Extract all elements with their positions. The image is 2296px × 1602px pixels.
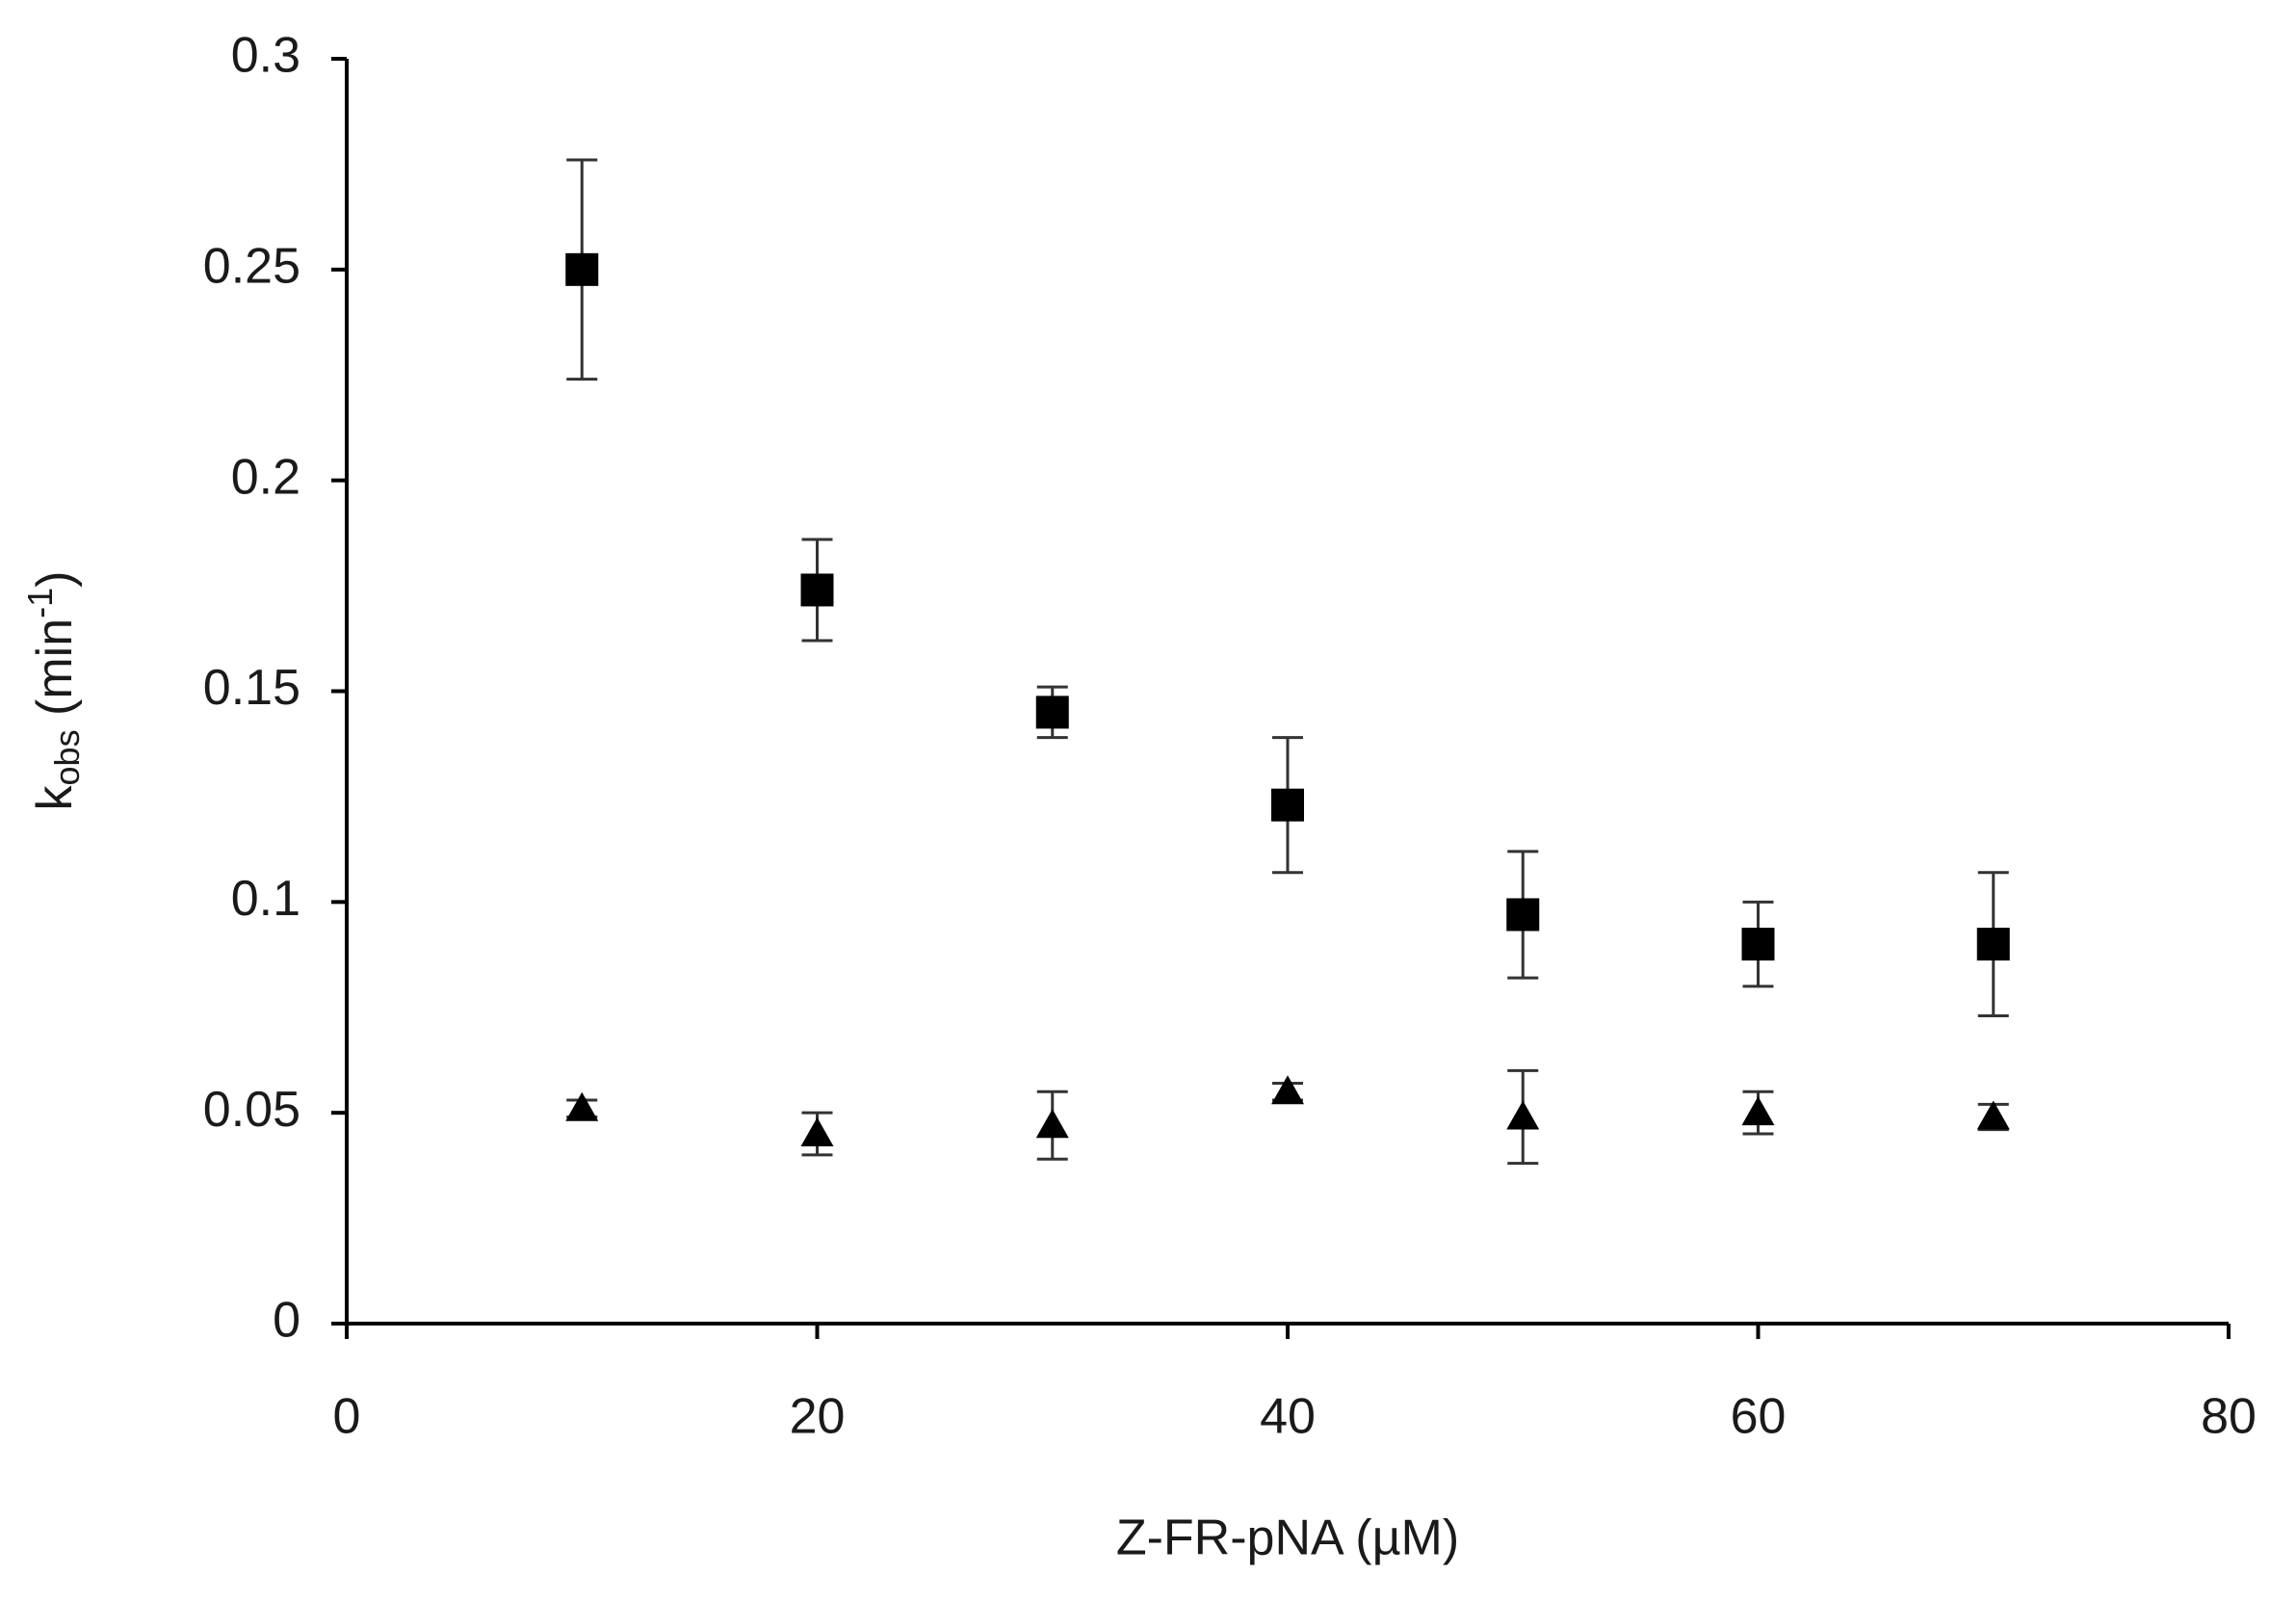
y-tick-label: 0.15 xyxy=(203,660,300,716)
y-tick-label: 0.05 xyxy=(203,1082,300,1138)
square-marker xyxy=(1976,928,2010,961)
y-tick-label: 0.3 xyxy=(231,28,300,84)
triangle-marker xyxy=(1506,1100,1540,1130)
triangle-marker xyxy=(1271,1075,1304,1105)
square-marker xyxy=(1271,788,1304,822)
square-marker xyxy=(800,573,834,607)
x-axis-label: Z-FR-pNA (µM) xyxy=(1116,1510,1459,1566)
y-tick-label: 0 xyxy=(273,1293,300,1349)
y-label-part: (min xyxy=(27,618,83,730)
y-tick-label: 0.2 xyxy=(231,449,300,505)
triangle-marker xyxy=(1976,1100,2010,1130)
y-axis-label: kobs (min-1) xyxy=(20,571,87,811)
triangle-marker xyxy=(800,1117,834,1147)
x-tick-label: 80 xyxy=(2201,1389,2257,1445)
x-tick-label: 40 xyxy=(1260,1389,1316,1445)
square-marker xyxy=(1506,898,1540,932)
y-axis-label-group: kobs (min-1) xyxy=(20,571,87,811)
y-label-superscript: -1 xyxy=(20,588,60,618)
square-marker xyxy=(1741,928,1775,961)
square-marker xyxy=(1035,696,1069,729)
y-label-part: k xyxy=(27,784,83,810)
x-tick-label: 60 xyxy=(1731,1389,1787,1445)
square-marker xyxy=(565,252,599,286)
y-label-subscript: obs xyxy=(47,729,87,785)
y-label-part: ) xyxy=(27,571,83,588)
y-tick-label: 0.1 xyxy=(231,871,300,927)
triangle-marker xyxy=(565,1091,599,1121)
x-tick-label: 0 xyxy=(333,1389,361,1445)
y-tick-label: 0.25 xyxy=(203,239,300,295)
triangle-marker xyxy=(1741,1096,1775,1126)
triangle-marker xyxy=(1035,1109,1069,1139)
x-tick-label: 20 xyxy=(790,1389,846,1445)
